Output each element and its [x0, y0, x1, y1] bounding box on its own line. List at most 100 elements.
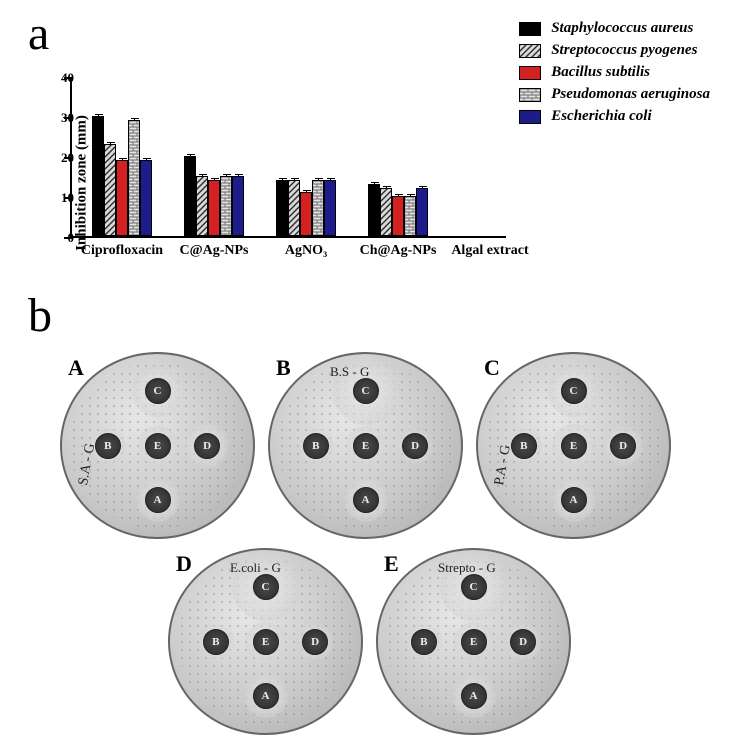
dish-hand-label: B.S - G: [330, 364, 369, 380]
chart-legend: Staphylococcus aureus Streptococcus pyoge…: [519, 20, 710, 130]
well-label: E: [154, 440, 161, 452]
bar: [312, 180, 324, 236]
well: A: [353, 487, 379, 513]
panel-label-b: b: [28, 288, 52, 343]
well-label: D: [411, 440, 419, 452]
well: B: [511, 433, 537, 459]
legend-label: Escherichia coli: [551, 108, 651, 125]
legend-label: Pseudomonas aeruginosa: [551, 86, 710, 103]
well: C: [353, 378, 379, 404]
well-label: E: [262, 636, 269, 648]
bar: [368, 184, 380, 236]
bar-group: [92, 116, 152, 236]
well: A: [461, 683, 487, 709]
bar-group: [276, 180, 336, 236]
bar: [220, 176, 232, 236]
well-label: D: [619, 440, 627, 452]
dish-letter: C: [484, 355, 500, 381]
y-tick-label: 20: [61, 150, 74, 166]
bar: [288, 180, 300, 236]
bar: [128, 120, 140, 236]
well-label: E: [362, 440, 369, 452]
legend-item: Escherichia coli: [519, 108, 710, 125]
y-tick-label: 30: [61, 110, 74, 126]
bar: [116, 160, 128, 236]
legend-label: Staphylococcus aureus: [551, 20, 693, 37]
y-tick-label: 0: [68, 230, 75, 246]
dish-letter: E: [384, 551, 399, 577]
bar-group: [184, 156, 244, 236]
well-label: C: [154, 385, 162, 397]
bar: [184, 156, 196, 236]
dish-circle: E.coli - GCBEDA: [168, 548, 363, 735]
well: D: [510, 629, 536, 655]
well: E: [461, 629, 487, 655]
well-label: A: [470, 690, 478, 702]
y-tick-label: 10: [61, 190, 74, 206]
bar: [232, 176, 244, 236]
y-tick-label: 40: [61, 70, 74, 86]
well: A: [145, 487, 171, 513]
well: C: [145, 378, 171, 404]
legend-item: Pseudomonas aeruginosa: [519, 86, 710, 103]
well-label: E: [570, 440, 577, 452]
legend-label: Streptococcus pyogenes: [551, 42, 697, 59]
dish-hand-label: E.coli - G: [230, 560, 281, 576]
legend-item: Streptococcus pyogenes: [519, 42, 710, 59]
well: C: [253, 574, 279, 600]
bar: [324, 180, 336, 236]
well: D: [302, 629, 328, 655]
x-category-label: AgNO₃: [285, 243, 327, 259]
legend-label: Bacillus subtilis: [551, 64, 650, 81]
dish-letter: A: [68, 355, 84, 381]
x-category-label: Algal extract: [451, 243, 528, 259]
well-label: C: [470, 581, 478, 593]
bar: [208, 180, 220, 236]
legend-swatch: [519, 110, 541, 124]
inhibition-chart: Inhibition zone (mm) CiprofloxacinC@Ag-N…: [18, 78, 518, 288]
bar: [404, 196, 416, 236]
well-label: A: [362, 494, 370, 506]
dish-circle: Strepto - GCBEDA: [376, 548, 571, 735]
dish-circle: S.A - GCBEDA: [60, 352, 255, 539]
well-label: E: [470, 636, 477, 648]
well: D: [194, 433, 220, 459]
well: B: [411, 629, 437, 655]
well: C: [561, 378, 587, 404]
well-label: B: [104, 440, 111, 452]
well: B: [203, 629, 229, 655]
bar-group: [368, 184, 428, 236]
bar: [92, 116, 104, 236]
petri-dish: S.A - GCBEDAA: [60, 352, 255, 539]
well: D: [402, 433, 428, 459]
well: C: [461, 574, 487, 600]
dish-letter: D: [176, 551, 192, 577]
bar: [140, 160, 152, 236]
legend-item: Bacillus subtilis: [519, 64, 710, 81]
bar: [380, 188, 392, 236]
well-label: D: [519, 636, 527, 648]
well: E: [253, 629, 279, 655]
plot-area: CiprofloxacinC@Ag-NPsAgNO₃Ch@Ag-NPsAlgal…: [70, 78, 506, 238]
well: E: [145, 433, 171, 459]
well: D: [610, 433, 636, 459]
petri-dish-panel: S.A - GCBEDAAB.S - GCBEDABP.A - GCBEDACE…: [60, 352, 680, 742]
well-label: D: [203, 440, 211, 452]
well: E: [561, 433, 587, 459]
panel-label-a: a: [28, 6, 49, 61]
well: A: [561, 487, 587, 513]
well-label: C: [570, 385, 578, 397]
bar: [104, 144, 116, 236]
x-category-label: Ch@Ag-NPs: [360, 243, 437, 259]
legend-swatch: [519, 66, 541, 80]
bar: [416, 188, 428, 236]
petri-dish: B.S - GCBEDAB: [268, 352, 463, 539]
petri-dish: E.coli - GCBEDAD: [168, 548, 363, 735]
well: B: [303, 433, 329, 459]
well-label: C: [262, 581, 270, 593]
legend-swatch: [519, 44, 541, 58]
petri-dish: P.A - GCBEDAC: [476, 352, 671, 539]
petri-dish: Strepto - GCBEDAE: [376, 548, 571, 735]
bar: [276, 180, 288, 236]
well-label: B: [312, 440, 319, 452]
